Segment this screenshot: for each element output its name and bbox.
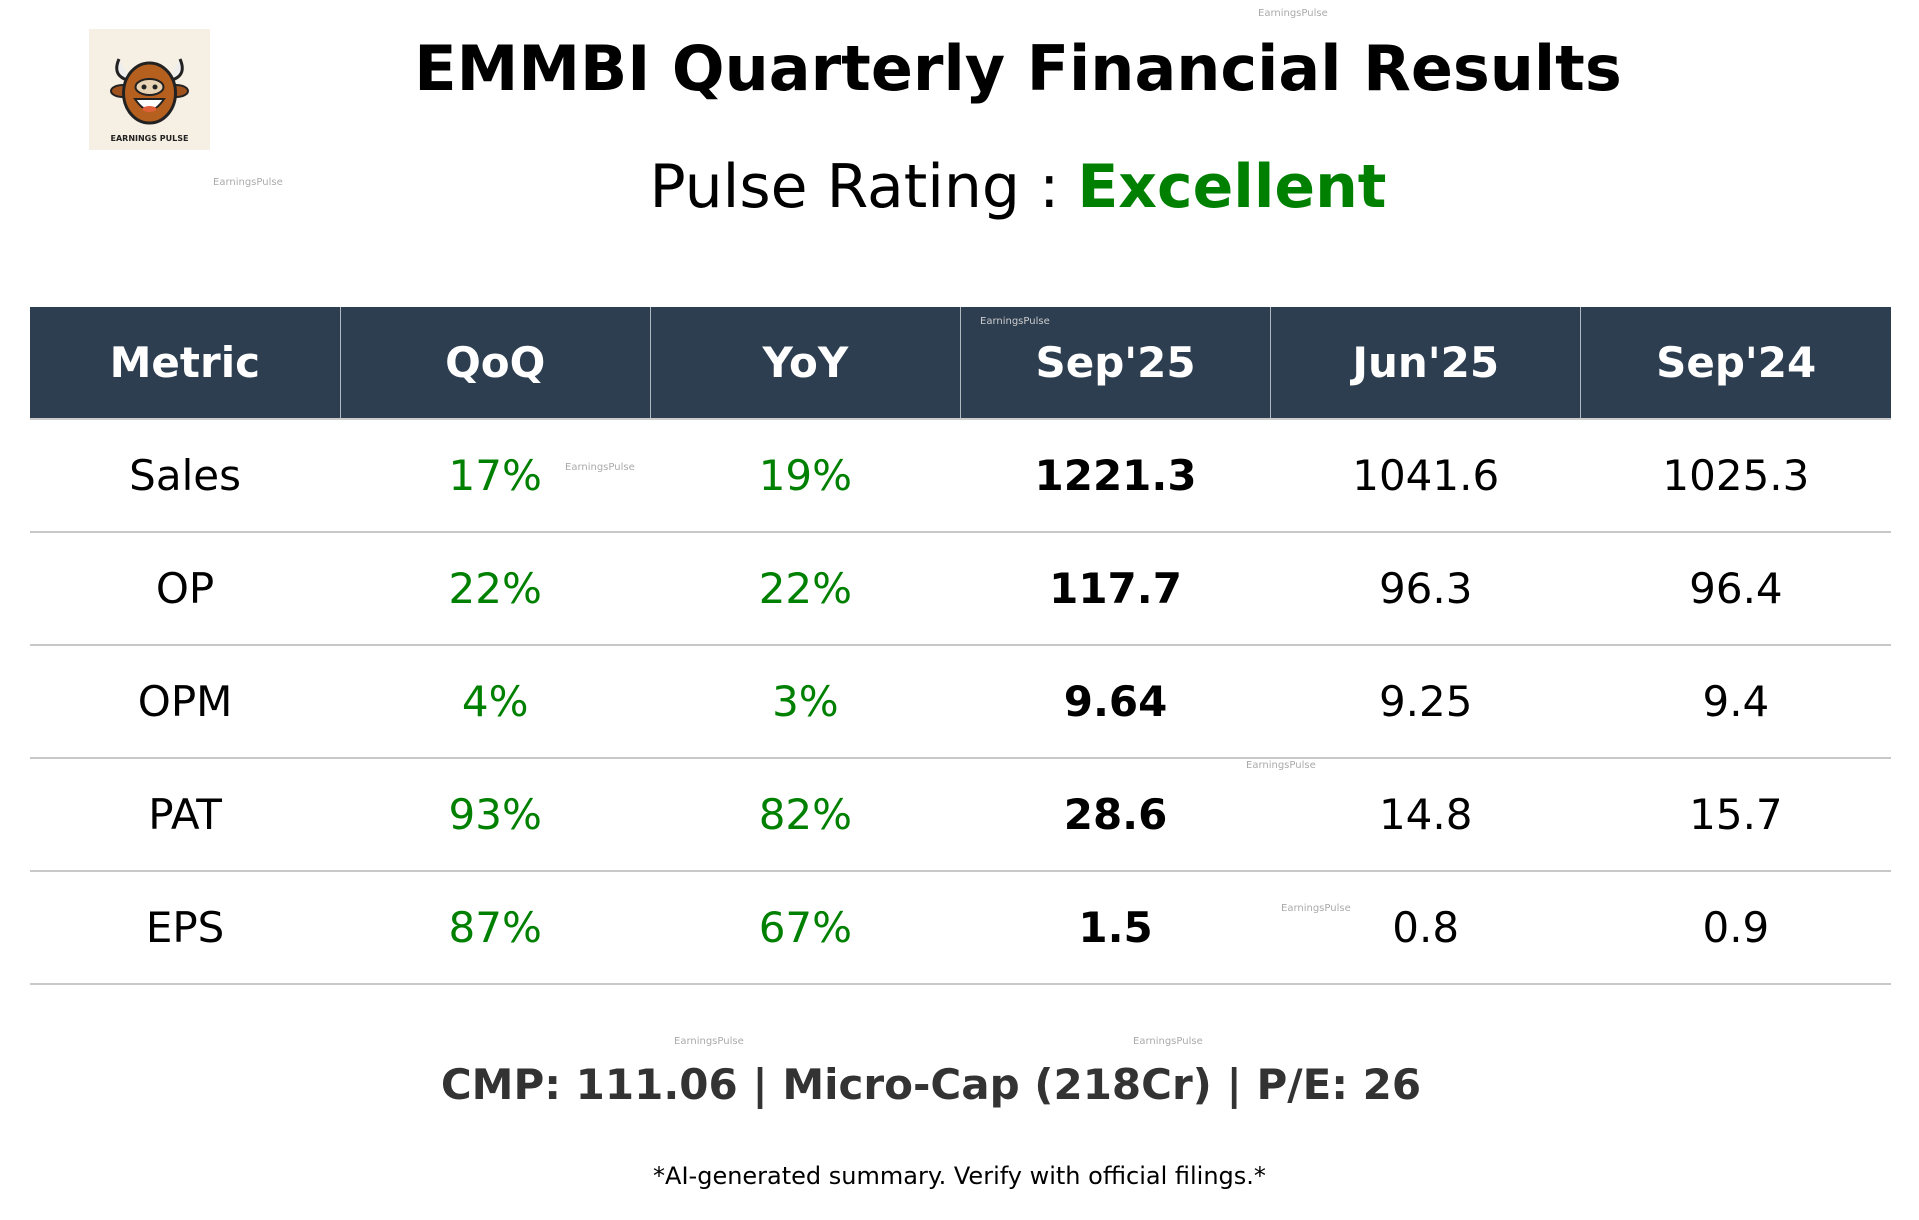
svg-text:EARNINGS PULSE: EARNINGS PULSE (111, 134, 189, 143)
cell-qoq: 17% (340, 419, 651, 533)
cell-yoy: 67% (650, 871, 961, 985)
cell-current: 9.64 (960, 645, 1271, 759)
table-row: OPM 4% 3% 9.64 9.25 9.4 (30, 645, 1891, 759)
pulse-rating: Pulse Rating : Excellent (0, 152, 1919, 222)
header-previous-quarter: Jun'25 (1270, 307, 1581, 420)
pulse-rating-label: Pulse Rating : (649, 152, 1060, 222)
header-year-ago-quarter: Sep'24 (1580, 307, 1891, 420)
disclaimer: *AI-generated summary. Verify with offic… (653, 1162, 1266, 1190)
cell-year-ago: 0.9 (1580, 871, 1891, 985)
cell-previous: 96.3 (1270, 532, 1581, 646)
cell-yoy: 19% (650, 419, 961, 533)
table-row: EPS 87% 67% 1.5 0.8 0.9 (30, 871, 1891, 985)
cell-yoy: 3% (650, 645, 961, 759)
page-title: EMMBI Quarterly Financial Results (414, 32, 1622, 105)
cell-metric: OP (30, 532, 341, 646)
cell-qoq: 4% (340, 645, 651, 759)
cell-previous: 0.8 (1270, 871, 1581, 985)
table-header-row: Metric QoQ YoY Sep'25 Jun'25 Sep'24 (30, 307, 1891, 420)
cell-year-ago: 9.4 (1580, 645, 1891, 759)
watermark: EarningsPulse (1258, 8, 1328, 19)
cell-current: 1.5 (960, 871, 1271, 985)
header-yoy: YoY (649, 307, 961, 420)
cell-metric: EPS (30, 871, 341, 985)
watermark: EarningsPulse (980, 316, 1050, 327)
cell-yoy: 22% (650, 532, 961, 646)
cell-qoq: 87% (340, 871, 651, 985)
cell-qoq: 22% (340, 532, 651, 646)
watermark: EarningsPulse (1133, 1036, 1203, 1047)
cell-qoq: 93% (340, 758, 651, 872)
watermark: EarningsPulse (674, 1036, 744, 1047)
table-row: Sales 17% 19% 1221.3 1041.6 1025.3 (30, 419, 1891, 533)
cell-previous: 1041.6 (1270, 419, 1581, 533)
header-current-quarter: Sep'25 (959, 307, 1271, 420)
earnings-pulse-logo: EARNINGS PULSE (89, 29, 210, 150)
header-qoq: QoQ (339, 307, 651, 420)
pulse-rating-value: Excellent (1077, 152, 1387, 222)
cell-current: 28.6 (960, 758, 1271, 872)
table-row: OP 22% 22% 117.7 96.3 96.4 (30, 532, 1891, 646)
watermark: EarningsPulse (1246, 760, 1316, 771)
cell-year-ago: 15.7 (1580, 758, 1891, 872)
cell-metric: Sales (30, 419, 341, 533)
watermark: EarningsPulse (213, 177, 283, 188)
cell-metric: OPM (30, 645, 341, 759)
cell-previous: 9.25 (1270, 645, 1581, 759)
watermark: EarningsPulse (565, 462, 635, 473)
cell-previous: 14.8 (1270, 758, 1581, 872)
table-row: PAT 93% 82% 28.6 14.8 15.7 (30, 758, 1891, 872)
results-table: Metric QoQ YoY Sep'25 Jun'25 Sep'24 Sale… (30, 307, 1891, 985)
cell-year-ago: 96.4 (1580, 532, 1891, 646)
cell-current: 117.7 (960, 532, 1271, 646)
watermark: EarningsPulse (1281, 903, 1351, 914)
bull-face-icon: EARNINGS PULSE (110, 58, 189, 143)
cell-year-ago: 1025.3 (1580, 419, 1891, 533)
header-metric: Metric (30, 307, 341, 420)
cell-metric: PAT (30, 758, 341, 872)
market-info: CMP: 111.06 | Micro-Cap (218Cr) | P/E: 2… (440, 1060, 1422, 1109)
cell-current: 1221.3 (960, 419, 1271, 533)
cell-yoy: 82% (650, 758, 961, 872)
